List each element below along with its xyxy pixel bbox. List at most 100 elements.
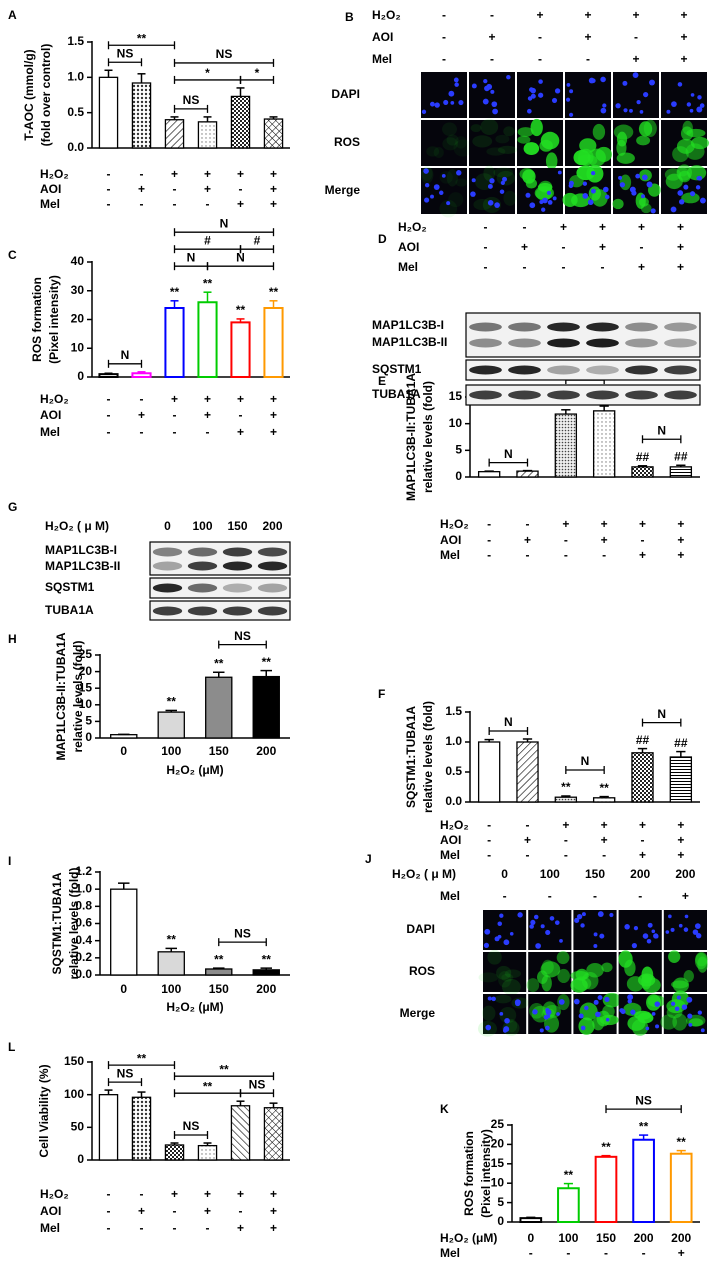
condition-value: + — [237, 197, 244, 211]
panel-label: I — [8, 854, 11, 868]
band — [625, 338, 658, 348]
condition-value: - — [526, 548, 530, 562]
bracket: N — [173, 216, 275, 237]
condition-value: + — [560, 220, 567, 234]
cell-ros — [572, 976, 592, 991]
band-label: TUBA1A — [45, 603, 94, 617]
nucleus — [619, 182, 626, 188]
nucleus — [623, 108, 628, 113]
condition-value: - — [140, 197, 144, 211]
condition-value: - — [107, 392, 111, 406]
significance-label: ** — [564, 1168, 574, 1182]
condition-value: + — [237, 425, 244, 439]
condition-value: + — [204, 167, 211, 181]
nucleus — [578, 1013, 584, 1019]
image-tile — [613, 119, 659, 166]
bracket-label: N — [657, 423, 666, 437]
condition-value: - — [564, 848, 568, 862]
image-tile — [663, 910, 707, 950]
image-tile — [421, 120, 473, 166]
band-label: SQSTM1 — [45, 580, 95, 594]
tile-background — [421, 120, 467, 166]
nucleus — [491, 101, 498, 108]
bar — [131, 82, 152, 149]
bracket: N — [173, 250, 209, 271]
bar — [157, 951, 185, 976]
condition-value: + — [638, 260, 645, 274]
y-axis-label: (Pixel intensity) — [479, 1129, 493, 1218]
band — [222, 606, 253, 616]
cell-ros — [525, 178, 538, 189]
nucleus — [609, 912, 614, 918]
nucleus — [433, 184, 440, 190]
condition-value: - — [107, 182, 111, 196]
condition-value: + — [677, 533, 684, 547]
condition-name: H₂O₂ — [40, 167, 69, 181]
cell-ros — [426, 146, 440, 157]
condition-value: - — [107, 425, 111, 439]
nucleus — [429, 101, 435, 107]
condition-value: - — [566, 1246, 570, 1260]
band — [586, 338, 619, 348]
condition-value: + — [601, 517, 608, 531]
image-tile — [570, 952, 617, 993]
nucleus — [690, 93, 695, 97]
condition-value: + — [138, 182, 145, 196]
cell-ros — [503, 190, 517, 206]
bracket: NS — [218, 926, 267, 947]
significance-label: ## — [636, 733, 650, 747]
condition-name: AOI — [398, 240, 419, 254]
condition-name: H₂O₂ — [40, 1187, 69, 1201]
band — [664, 365, 697, 375]
bar — [554, 413, 578, 478]
condition-value: - — [206, 1221, 210, 1235]
nucleus — [499, 189, 505, 194]
condition-value: + — [171, 167, 178, 181]
condition-value: 100 — [192, 519, 212, 533]
condition-value: - — [173, 182, 177, 196]
condition-value: - — [487, 818, 491, 832]
condition-name: Mel — [440, 1246, 460, 1260]
error-bar — [561, 409, 571, 415]
bracket: # — [173, 233, 242, 254]
cell-ros — [556, 951, 570, 965]
cell-ros — [502, 1020, 520, 1036]
condition-value: + — [138, 1204, 145, 1218]
bar — [110, 734, 138, 739]
nucleus — [597, 995, 603, 1001]
bar — [477, 471, 501, 478]
image-tile — [661, 164, 707, 214]
y-axis-label: MAP1LC3B-II:TUBA1A — [404, 373, 418, 501]
condition-value: + — [639, 848, 646, 862]
nucleus — [525, 192, 531, 198]
y-tick-label: 1.2 — [75, 864, 92, 878]
condition-value: - — [239, 1204, 243, 1218]
image-tile — [528, 994, 572, 1034]
y-tick-label: 20 — [491, 1137, 505, 1151]
cell-ros — [660, 1014, 678, 1030]
band — [187, 606, 218, 616]
nucleus — [633, 926, 639, 931]
bracket-label: NS — [183, 93, 200, 107]
band — [187, 583, 218, 593]
band — [547, 365, 580, 375]
bracket-label: # — [254, 233, 261, 247]
bar — [230, 95, 251, 149]
condition-value: + — [171, 392, 178, 406]
condition-value: - — [487, 533, 491, 547]
condition-value: + — [270, 1187, 277, 1201]
error-bar — [637, 747, 648, 753]
cell-ros — [672, 146, 689, 163]
condition-value: + — [521, 240, 528, 254]
cell-ros — [612, 198, 624, 210]
condition-name: Mel — [440, 889, 460, 903]
condition-value: - — [586, 52, 590, 66]
nucleus — [424, 197, 430, 203]
x-axis-label: H₂O₂ (μM) — [166, 1000, 223, 1014]
cell-ros — [578, 148, 594, 166]
y-tick-label: 1.0 — [445, 734, 462, 748]
error-bar — [203, 116, 212, 122]
y-tick-label: 20 — [79, 664, 93, 678]
nucleus — [485, 1024, 492, 1031]
